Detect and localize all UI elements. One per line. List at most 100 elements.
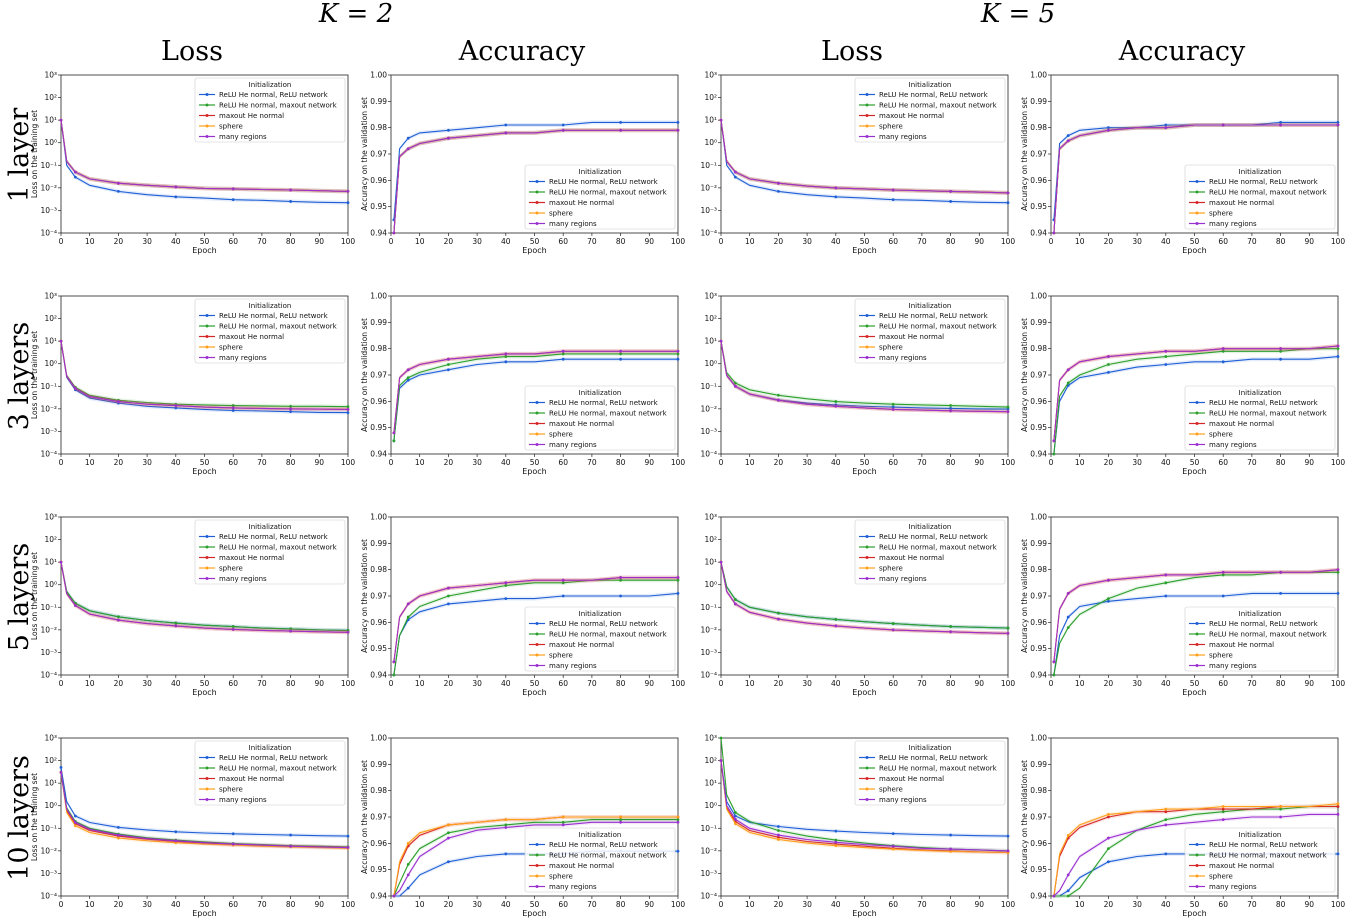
y-tick-label: 1.00: [1030, 71, 1047, 80]
x-tick-label: 80: [286, 237, 296, 246]
data-point: [1107, 847, 1110, 850]
data-point: [231, 842, 235, 846]
data-point: [1107, 363, 1110, 366]
data-point: [676, 591, 680, 595]
x-tick-label: 80: [946, 458, 956, 467]
legend-marker: [1195, 201, 1199, 204]
data-point: [1164, 818, 1168, 822]
x-tick-label: 70: [1247, 900, 1257, 909]
x-tick-label: 10: [85, 458, 95, 467]
y-tick-label: 1.00: [1030, 292, 1047, 301]
chart-panel: 0 10 20 30 40 50 60 70 80 90 100 0.94 0.95 0.96 0.97 0.…: [1020, 734, 1345, 919]
data-point: [1221, 347, 1225, 351]
x-tick-label: 70: [1247, 458, 1257, 467]
y-tick-label: 10³: [704, 292, 717, 301]
y-tick-label: 0.95: [370, 423, 387, 432]
legend-label: sphere: [1209, 431, 1233, 439]
legend-marker: [865, 535, 869, 538]
legend-label: maxout He normal: [219, 333, 284, 341]
x-tick-label: 40: [171, 679, 181, 688]
data-point: [891, 847, 895, 851]
y-tick-label: 10⁻²: [700, 183, 717, 192]
y-tick-label: 10²: [704, 314, 717, 323]
x-axis-label: Epoch: [1182, 246, 1207, 255]
series-band: [1053, 123, 1338, 235]
legend-marker: [535, 864, 539, 867]
x-axis-label: Epoch: [522, 909, 547, 918]
legend-label: maxout He normal: [879, 112, 944, 120]
x-tick-label: 20: [774, 679, 784, 688]
column-title-accuracy-k2: Accuracy: [458, 36, 586, 67]
x-tick-label: 40: [501, 237, 511, 246]
y-tick-label: 0.95: [370, 644, 387, 653]
x-tick-label: 0: [1049, 900, 1054, 909]
x-axis-label: Epoch: [1182, 467, 1207, 476]
data-point: [1221, 807, 1225, 811]
data-point: [777, 838, 780, 841]
legend-label: maxout He normal: [1209, 420, 1274, 428]
y-tick-label: 10³: [44, 734, 57, 743]
x-tick-label: 30: [1132, 237, 1142, 246]
y-tick-label: 10⁻³: [40, 648, 57, 657]
data-point: [447, 357, 450, 361]
legend-label: many regions: [1209, 220, 1257, 228]
x-tick-label: 90: [645, 237, 655, 246]
x-tick-label: 0: [719, 458, 724, 467]
legend-marker: [1195, 653, 1199, 657]
data-point: [719, 560, 723, 564]
legend-marker: [205, 335, 209, 338]
legend-label: ReLU He normal, maxout network: [219, 102, 338, 110]
y-tick-label: 0.96: [370, 176, 387, 185]
y-tick-label: 10⁻³: [40, 427, 57, 436]
data-point: [1336, 121, 1340, 124]
legend-marker: [535, 190, 539, 194]
y-axis-label: Accuracy on the validation set: [360, 760, 369, 874]
x-tick-label: 60: [1218, 237, 1228, 246]
legend-marker: [535, 401, 539, 404]
y-tick-label: 10⁻⁴: [700, 671, 717, 680]
x-tick-label: 0: [1049, 237, 1054, 246]
y-tick-label: 0.94: [1030, 892, 1047, 901]
data-point: [561, 128, 565, 132]
data-point: [1164, 807, 1168, 811]
data-point: [117, 833, 120, 837]
y-tick-label: 10⁰: [44, 580, 57, 589]
x-tick-label: 70: [587, 458, 597, 467]
x-tick-label: 100: [671, 679, 686, 688]
legend-marker: [535, 653, 539, 657]
legend-title: Initialization: [249, 302, 292, 310]
data-point: [676, 818, 680, 822]
x-tick-label: 70: [917, 458, 927, 467]
data-point: [1164, 852, 1168, 856]
legend-label: ReLU He normal, maxout network: [1209, 410, 1328, 418]
y-tick-label: 0.96: [1030, 397, 1047, 406]
y-tick-label: 0.97: [1030, 150, 1047, 159]
legend-marker: [865, 566, 869, 570]
data-point: [619, 128, 622, 132]
legend-label: ReLU He normal, ReLU network: [1209, 178, 1319, 186]
y-tick-label: 0.94: [1030, 229, 1047, 238]
data-point: [346, 189, 350, 193]
y-axis-label: Accuracy on the validation set: [1020, 760, 1029, 874]
data-point: [231, 625, 235, 628]
data-point: [777, 825, 780, 828]
data-point: [504, 352, 508, 356]
x-tick-label: 50: [1190, 900, 1200, 909]
data-point: [891, 622, 895, 625]
x-tick-label: 90: [975, 458, 985, 467]
x-tick-label: 80: [946, 237, 956, 246]
data-point: [231, 627, 235, 631]
x-tick-label: 0: [719, 900, 724, 909]
y-tick-label: 10⁰: [44, 359, 57, 368]
data-point: [289, 833, 292, 837]
x-tick-label: 60: [228, 679, 238, 688]
legend-marker: [1195, 432, 1199, 436]
data-point: [73, 821, 77, 824]
data-point: [1336, 805, 1340, 808]
legend-marker: [1195, 411, 1199, 415]
data-point: [174, 404, 178, 407]
x-tick-label: 80: [946, 679, 956, 688]
data-point: [406, 147, 410, 151]
legend-label: ReLU He normal, maxout network: [879, 323, 998, 331]
legend-marker: [1195, 222, 1199, 225]
